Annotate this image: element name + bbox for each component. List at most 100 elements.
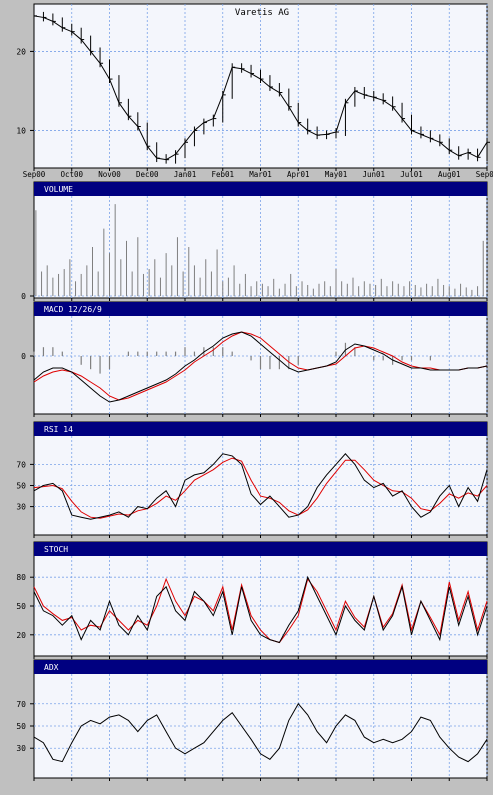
price-line-segment [118, 102, 129, 117]
price-line-segment [278, 92, 290, 108]
price-line-segment [420, 133, 431, 139]
adx-ytick-label: 30 [16, 744, 26, 753]
price-line-segment [71, 31, 82, 40]
x-tick-label: Sep01 [476, 170, 493, 179]
macd-ytick-label: 0 [21, 352, 26, 361]
price-line-segment [364, 94, 374, 98]
price-line-segment [222, 67, 233, 96]
stoch-series-d [33, 577, 488, 644]
price-ytick-label: 20 [16, 47, 26, 56]
rsi-series-signal [33, 457, 488, 519]
price-line-segment [241, 68, 252, 74]
price-line-segment [212, 94, 224, 119]
price-line-segment [184, 130, 195, 143]
price-line-segment [128, 115, 139, 127]
price-line-segment [467, 152, 478, 158]
x-tick-label: Jun01 [362, 170, 385, 179]
x-tick-label: Dec00 [136, 170, 159, 179]
volume-header-bar [34, 182, 487, 196]
macd-series-macd [33, 331, 488, 403]
price-ytick-label: 10 [16, 126, 26, 135]
adx-ytick-label: 70 [16, 700, 26, 709]
x-tick-label: Oct00 [60, 170, 83, 179]
volume-panel: VOLUME 0 [21, 181, 488, 301]
adx-header-label: ADX [44, 663, 59, 672]
rsi-series-rsi [33, 453, 488, 520]
price-line-segment [137, 126, 148, 147]
stoch-ytick-label: 80 [16, 573, 26, 582]
price-line-segment [99, 63, 110, 80]
price-line-segment [297, 122, 309, 131]
rsi-ytick-label: 50 [16, 482, 26, 491]
x-tick-label: Jul01 [400, 170, 423, 179]
price-line-segment [175, 141, 186, 155]
price-line-segment [448, 149, 459, 157]
price-line-segment [43, 16, 54, 22]
price-line-segment [250, 73, 261, 80]
chart-frame: 10 20 Sep00 Oct00 Nov00 Dec00 Jan01 Feb01 Mar01 A… [16, 3, 493, 781]
chart-title: Varetis AG [235, 8, 289, 18]
price-line-segment [392, 106, 403, 119]
stoch-ytick-label: 20 [16, 631, 26, 640]
price-line-segment [146, 145, 158, 159]
stoch-ytick-label: 50 [16, 602, 26, 611]
price-line-segment [156, 157, 167, 161]
price-line-segment [382, 99, 393, 108]
x-tick-label: Feb01 [211, 170, 234, 179]
price-line-segment [411, 129, 422, 135]
stoch-series-k [33, 575, 488, 644]
macd-series-signal [33, 331, 488, 401]
price-line-segment [165, 153, 176, 161]
price-line-segment [317, 133, 327, 136]
adx-header-bar [34, 660, 487, 674]
rsi-header-bar [34, 422, 487, 436]
adx-ytick-label: 50 [16, 722, 26, 731]
price-line-segment [203, 118, 214, 123]
x-tick-label: May01 [325, 170, 348, 179]
x-tick-label: Apr01 [287, 170, 310, 179]
price-line-segment [52, 20, 63, 29]
rsi-panel: RSI 14 30 50 70 [16, 421, 488, 538]
price-line-segment [269, 86, 280, 93]
price-line-segment [307, 129, 318, 136]
price-line-segment [439, 141, 450, 151]
price-line-segment [90, 51, 101, 64]
price-line-segment [335, 102, 346, 133]
adx-panel: ADX 30 50 70 [16, 659, 488, 781]
volume-header-label: VOLUME [44, 185, 73, 194]
price-line-segment [345, 90, 356, 104]
price-line-segment [232, 66, 242, 70]
price-line-segment [430, 137, 441, 143]
rsi-ytick-label: 30 [16, 503, 26, 512]
stoch-panel: STOCH 20 50 80 [16, 541, 488, 659]
x-tick-label: Jan01 [174, 170, 197, 179]
price-line-segment [109, 78, 120, 103]
price-line-segment [373, 96, 384, 101]
x-tick-label: Nov00 [98, 170, 121, 179]
price-line-segment [458, 152, 469, 157]
price-line-segment [62, 27, 72, 33]
macd-header-label: MACD 12/26/9 [44, 305, 102, 314]
macd-header-bar [34, 302, 487, 316]
price-line-segment [288, 106, 299, 123]
rsi-header-label: RSI 14 [44, 425, 73, 434]
stoch-plot-area [33, 541, 488, 657]
x-tick-label: Sep00 [23, 170, 46, 179]
price-line-segment [80, 39, 92, 52]
price-line-segment [33, 15, 44, 18]
volume-ytick-label: 0 [21, 292, 26, 301]
x-tick-label: Aug01 [438, 170, 461, 179]
price-line-segment [326, 131, 337, 135]
macd-panel: MACD 12/26/9 0 [21, 301, 488, 417]
stoch-header-label: STOCH [44, 545, 68, 554]
price-line-segment [260, 78, 271, 88]
adx-series-adx [33, 702, 488, 763]
price-line-segment [194, 122, 205, 131]
price-line-segment [354, 90, 365, 96]
stoch-header-bar [34, 542, 487, 556]
x-tick-label: Mar01 [249, 170, 272, 179]
price-panel: 10 20 Sep00 Oct00 Nov00 Dec00 Jan01 Feb01 Mar01 A… [16, 3, 493, 179]
price-line-segment [401, 118, 412, 131]
price-line-segment [477, 142, 488, 158]
